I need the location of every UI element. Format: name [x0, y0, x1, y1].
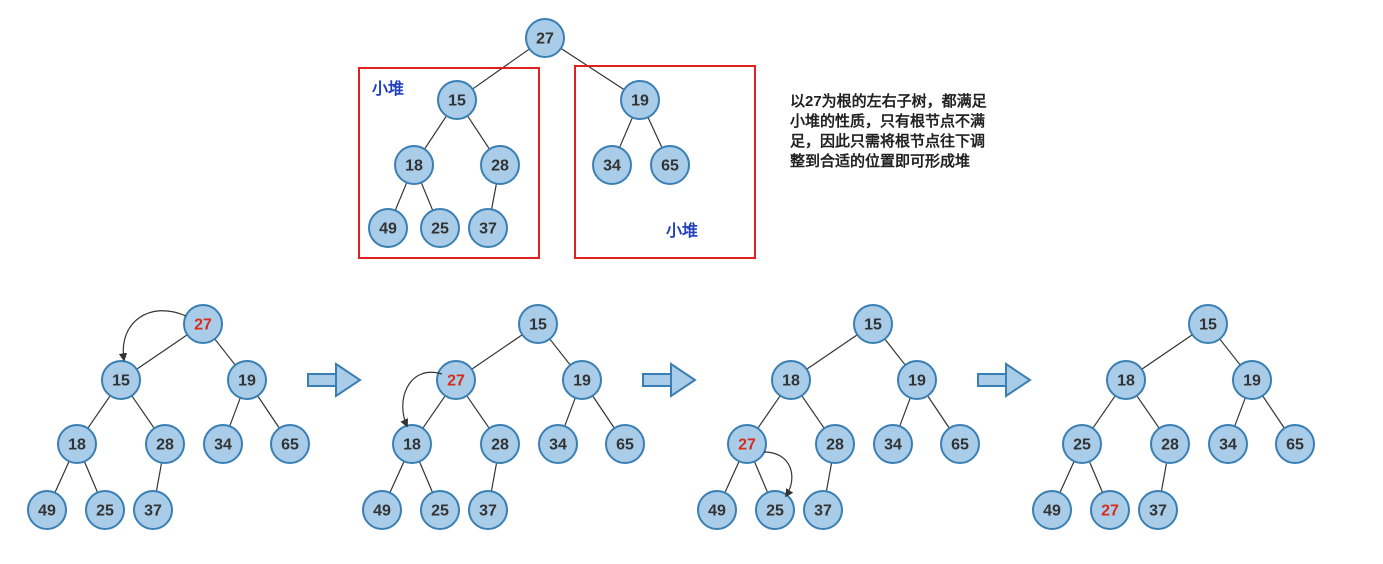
svg-text:整到合适的位置即可形成堆: 整到合适的位置即可形成堆	[790, 152, 970, 170]
tree-node-value: 27	[194, 317, 212, 334]
heap-diagram: 27151918283465492537小堆小堆以27为根的左右子树，都满足小堆…	[0, 0, 1383, 564]
tree-node-value: 37	[814, 503, 832, 520]
tree-node-value: 28	[826, 437, 844, 454]
tree-node-value: 25	[431, 221, 449, 238]
tree-node-value: 34	[549, 437, 567, 454]
tree-node-value: 34	[603, 158, 621, 175]
tree-node-value: 18	[1117, 373, 1135, 390]
tree-node-value: 37	[1149, 503, 1167, 520]
tree-node-value: 65	[1286, 437, 1304, 454]
tree-node-value: 15	[1199, 317, 1217, 334]
tree-node-value: 15	[864, 317, 882, 334]
tree-node-value: 18	[782, 373, 800, 390]
tree-node-value: 15	[112, 373, 130, 390]
heapify-step-4: 15 18 19 25 28 34 65 49 27 37	[1033, 305, 1314, 529]
heapify-step-1: 27 15 19 18 28 34 65 49 25 37	[28, 305, 309, 529]
svg-text:以27为根的左右子树，都满足: 以27为根的左右子树，都满足	[790, 92, 988, 110]
step-arrow	[978, 364, 1030, 396]
tree-node-value: 25	[1073, 437, 1091, 454]
tree-node-value: 19	[908, 373, 926, 390]
heapify-step-3: 15 18 19 27 28 34 65 49 25 37	[698, 305, 979, 529]
tree-node-value: 34	[214, 437, 232, 454]
tree-node-value: 65	[951, 437, 969, 454]
tree-node-value: 19	[1243, 373, 1261, 390]
tree-node-value: 49	[1043, 503, 1061, 520]
tree-node-value: 49	[373, 503, 391, 520]
tree-node-value: 27	[738, 437, 756, 454]
tree-node-value: 34	[1219, 437, 1237, 454]
tree-node-value: 25	[96, 503, 114, 520]
tree-node-value: 65	[661, 158, 679, 175]
swap-arrow	[764, 452, 792, 496]
tree-node-value: 65	[616, 437, 634, 454]
svg-text:小堆的性质，只有根节点不满: 小堆的性质，只有根节点不满	[790, 112, 985, 130]
annotation-text: 以27为根的左右子树，都满足小堆的性质，只有根节点不满足，因此只需将根节点往下调…	[790, 92, 988, 170]
min-heap-label: 小堆	[372, 79, 404, 98]
heapify-step-2: 15 27 19 18 28 34 65 49 25 37	[363, 305, 644, 529]
tree-node-value: 18	[405, 158, 423, 175]
tree-node-value: 37	[144, 503, 162, 520]
min-heap-label: 小堆	[666, 221, 698, 240]
tree-node-value: 27	[536, 31, 554, 48]
tree-node-value: 49	[708, 503, 726, 520]
tree-node-value: 18	[403, 437, 421, 454]
tree-node-value: 27	[1101, 503, 1119, 520]
tree-node-value: 28	[1161, 437, 1179, 454]
tree-node-value: 49	[38, 503, 56, 520]
tree-node-value: 28	[156, 437, 174, 454]
tree-node-value: 37	[479, 221, 497, 238]
tree-node-value: 19	[573, 373, 591, 390]
top-tree: 27151918283465492537小堆小堆	[359, 19, 755, 258]
tree-node-value: 15	[448, 93, 466, 110]
tree-node-value: 19	[631, 93, 649, 110]
tree-node-value: 25	[431, 503, 449, 520]
tree-node-value: 15	[529, 317, 547, 334]
step-arrow	[643, 364, 695, 396]
tree-node-value: 25	[766, 503, 784, 520]
tree-node-value: 18	[68, 437, 86, 454]
svg-text:足，因此只需将根节点往下调: 足，因此只需将根节点往下调	[790, 132, 985, 150]
tree-node-value: 28	[491, 158, 509, 175]
tree-node-value: 49	[379, 221, 397, 238]
tree-node-value: 65	[281, 437, 299, 454]
tree-node-value: 27	[447, 373, 465, 390]
step-arrow	[308, 364, 360, 396]
tree-node-value: 28	[491, 437, 509, 454]
tree-node-value: 19	[238, 373, 256, 390]
tree-node-value: 34	[884, 437, 902, 454]
tree-node-value: 37	[479, 503, 497, 520]
swap-arrow	[123, 311, 186, 360]
